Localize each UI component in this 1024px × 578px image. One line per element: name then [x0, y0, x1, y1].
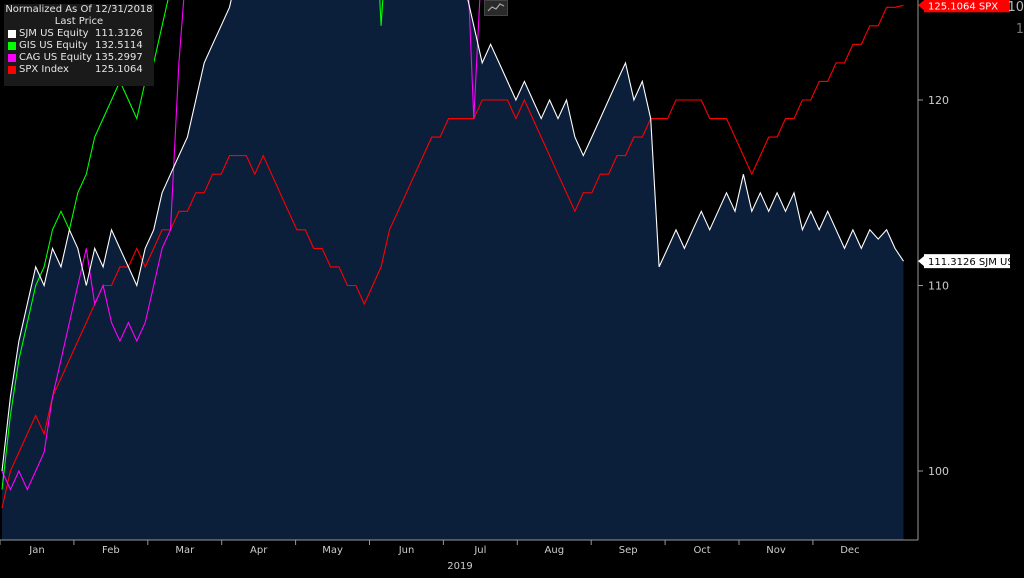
legend-entry: SJM US Equity 111.3126 [4, 28, 154, 40]
y-tick-label: 100 [928, 465, 949, 478]
x-tick-label: Jun [398, 545, 415, 556]
x-tick-label: Oct [693, 545, 710, 556]
spx-index-line [1, 4, 904, 509]
x-tick-label: Mar [175, 545, 195, 556]
right-edge-text: 10 [1007, 0, 1024, 15]
x-tick-label: Aug [545, 545, 565, 556]
end-value-label-bg [924, 0, 1010, 13]
sjm-area-fill [2, 0, 904, 540]
y-tick-label: 120 [928, 94, 949, 107]
legend-box: Normalized As Of 12/31/2018 Last Price S… [4, 4, 154, 86]
chart-type-icon[interactable] [484, 0, 508, 16]
legend-swatch [8, 42, 16, 50]
x-tick-label: Jul [473, 545, 486, 556]
x-tick-label: Dec [840, 545, 859, 556]
end-value-pointer [918, 256, 924, 267]
sjm-us-equity-line [1, 0, 904, 472]
legend-swatch [8, 54, 16, 62]
legend-entry: SPX Index 125.1064 [4, 64, 154, 76]
x-tick-label: Apr [250, 545, 268, 556]
x-axis-label: 2019 [447, 561, 472, 572]
end-value-label: 125.1064 SPX [918, 0, 1010, 12]
legend-header: Normalized As Of 12/31/2018 [5, 4, 153, 15]
legend-entry: GIS US Equity 132.5114 [4, 40, 154, 52]
legend-entry-name: GIS US Equity [19, 40, 88, 51]
x-tick-label: Feb [102, 545, 120, 556]
legend-entry-value: 125.1064 [95, 64, 143, 75]
legend-entry-value: 111.3126 [95, 28, 143, 39]
legend-entry-name: SPX Index [19, 64, 69, 75]
end-value-pointer [918, 0, 924, 11]
legend-entry-name: CAG US Equity [19, 52, 93, 63]
x-tick-label: May [322, 545, 343, 556]
x-tick-label: Sep [619, 545, 638, 556]
legend-entry: CAG US Equity 135.2997 [4, 52, 154, 64]
end-value-label-text: 111.3126 SJM US [928, 257, 1014, 268]
y-tick-label: 110 [928, 280, 949, 293]
series-layer [1, 0, 904, 540]
right-edge-text: 1 [1015, 22, 1024, 37]
cag-us-equity-line [1, 0, 481, 491]
x-tick-label: Nov [766, 545, 786, 556]
legend-swatch [8, 66, 16, 74]
legend-entry-name: SJM US Equity [19, 28, 89, 39]
gis-us-equity-line [1, 0, 384, 490]
legend-swatch [8, 30, 16, 38]
end-value-label: 111.3126 SJM US [918, 254, 1014, 269]
legend-entry-value: 135.2997 [95, 52, 143, 63]
legend-subheader: Last Price [54, 16, 104, 27]
end-value-label-bg [924, 254, 1010, 269]
x-tick-label: Jan [28, 545, 44, 556]
legend-entry-value: 132.5114 [95, 40, 143, 51]
end-value-label-text: 125.1064 SPX [928, 1, 998, 12]
